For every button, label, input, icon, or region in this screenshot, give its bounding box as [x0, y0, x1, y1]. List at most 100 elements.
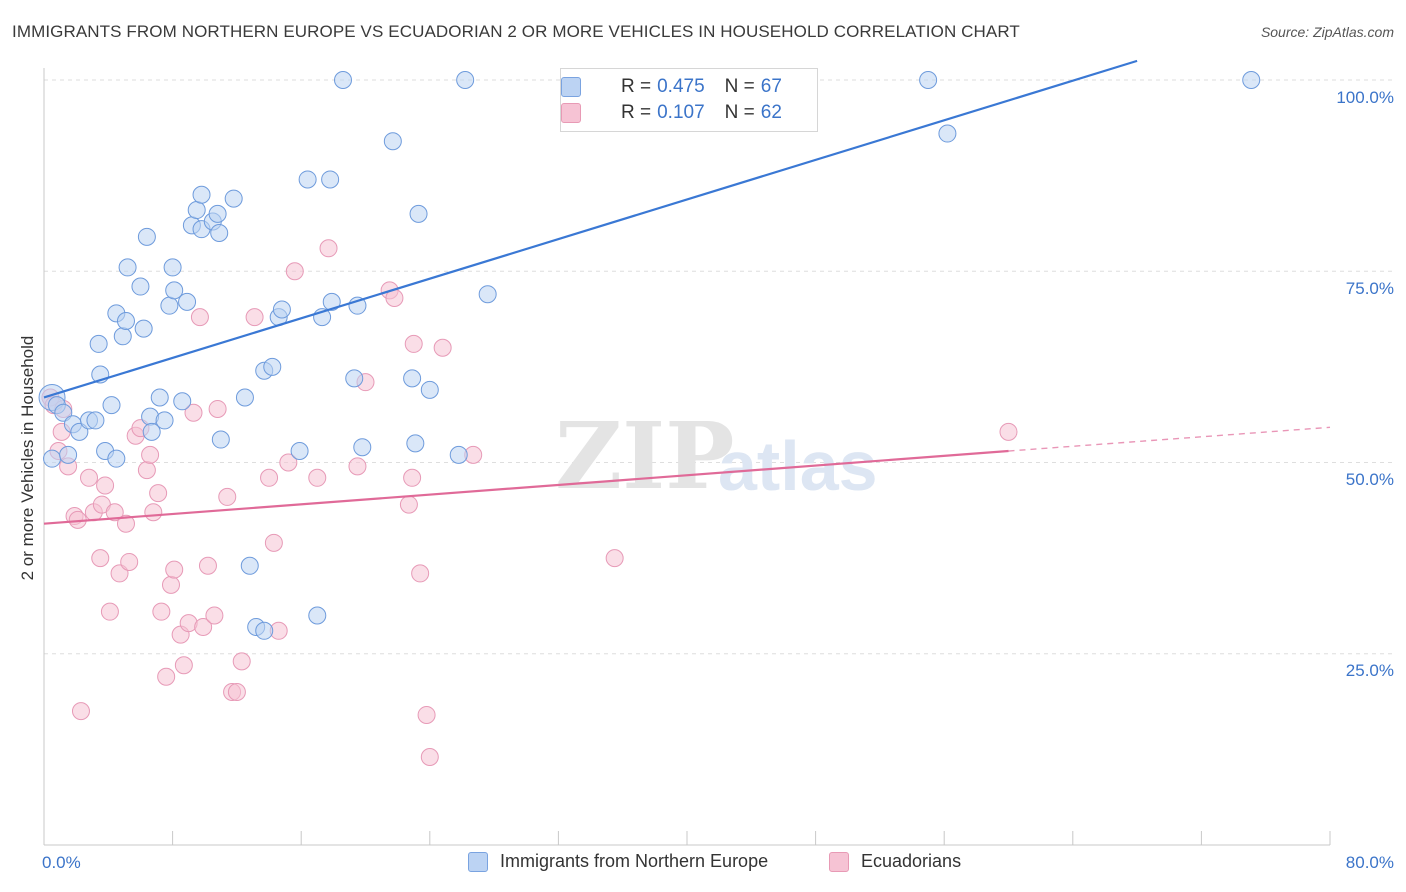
northern-europe-point: [406, 434, 425, 453]
ecuadorians-point: [420, 748, 439, 767]
northern-europe-point: [116, 311, 135, 330]
y-tick-25: 25.0%: [1345, 661, 1394, 680]
northern-europe-point: [137, 227, 156, 246]
northern-europe-point: [308, 606, 327, 625]
northern-europe-point: [1242, 71, 1261, 89]
legend-r-label: R =: [621, 76, 652, 97]
northern-europe-point: [456, 71, 475, 89]
northern-europe-point: [59, 445, 78, 464]
ecuadorians-point: [319, 239, 338, 258]
ecuadorians-point: [279, 453, 298, 472]
northern-europe-point: [255, 621, 274, 640]
northern-europe-point: [150, 388, 169, 407]
northern-europe-point: [240, 556, 259, 575]
ecuadorians-point: [80, 468, 99, 487]
northern-europe-point: [54, 403, 73, 422]
ecuadorians-trend-line: [43, 449, 1009, 525]
northern-europe-points: [38, 71, 1261, 640]
ecuadorians-point: [403, 468, 422, 487]
northern-europe-point: [322, 292, 341, 311]
ecuadorians-point: [116, 514, 135, 533]
northern-europe-point: [938, 124, 957, 143]
ecuadorians-point: [91, 549, 110, 568]
northern-europe-point: [134, 319, 153, 338]
ecuadorians-point: [120, 552, 139, 571]
x-tick-min: 0.0%: [42, 853, 81, 872]
northern-europe-point: [235, 388, 254, 407]
northern-europe-point: [113, 327, 132, 346]
northern-europe-trend-line: [43, 59, 1138, 399]
northern-europe-point: [449, 445, 468, 464]
legend-row-ecuadorians: R = 0.107 N = 62: [561, 101, 782, 125]
ecuadorians-point: [404, 334, 423, 353]
ecuadorians-point: [165, 560, 184, 579]
series-legend-label: Ecuadorians: [861, 851, 962, 871]
y-axis-label: 2 or more Vehicles in Household: [18, 335, 37, 581]
ecuadorians-point: [411, 564, 430, 583]
legend-swatch-pink: [561, 103, 581, 123]
legend-r-label: R =: [621, 102, 652, 123]
source-credit: Source: ZipAtlas.com: [1260, 24, 1394, 40]
northern-europe-point: [919, 71, 938, 89]
ecuadorians-point: [245, 308, 264, 327]
northern-europe-point: [43, 449, 62, 468]
northern-europe-point: [403, 369, 422, 388]
ecuadorians-point: [105, 503, 124, 522]
northern-europe-point: [208, 204, 227, 223]
ecuadorians-point: [71, 702, 90, 721]
watermark: ZIPatlas: [555, 402, 878, 510]
northern-europe-point: [333, 71, 352, 89]
northern-europe-point: [263, 357, 282, 376]
northern-europe-point: [272, 300, 291, 319]
northern-europe-point: [165, 281, 184, 300]
legend-r-value: 0.107: [657, 102, 705, 123]
ecuadorians-point: [417, 705, 436, 724]
northern-europe-point: [102, 396, 121, 415]
northern-europe-point: [86, 411, 105, 430]
northern-europe-point: [211, 430, 230, 449]
legend-n-label: N =: [724, 76, 755, 97]
northern-europe-point: [131, 277, 150, 296]
northern-europe-point: [409, 204, 428, 223]
ecuadorians-point: [149, 484, 168, 503]
ecuadorians-point: [137, 461, 156, 480]
northern-europe-point: [224, 189, 243, 208]
northern-europe-point: [187, 201, 206, 220]
northern-europe-point: [345, 369, 364, 388]
northern-europe-point: [178, 292, 197, 311]
ecuadorians-point: [260, 468, 279, 487]
ecuadorians-point: [605, 549, 624, 568]
ecuadorians-point: [198, 556, 217, 575]
ecuadorians-point: [308, 468, 327, 487]
ecuadorians-point: [144, 503, 163, 522]
ecuadorians-point: [110, 564, 129, 583]
stats-legend: R = 0.475 N = 67 R = 0.107 N = 62: [560, 68, 818, 132]
ecuadorians-point: [205, 606, 224, 625]
northern-europe-point: [107, 449, 126, 468]
y-tick-75: 75.0%: [1345, 279, 1394, 298]
series-legend: Immigrants from Northern Europe Ecuadori…: [0, 851, 1406, 877]
trend-lines: [43, 59, 1331, 525]
legend-r-value: 0.475: [657, 76, 705, 97]
series-legend-northern-europe: Immigrants from Northern Europe: [468, 851, 768, 872]
northern-europe-point: [89, 334, 108, 353]
northern-europe-point: [353, 438, 372, 457]
northern-europe-point: [383, 132, 402, 151]
x-tick-max: 80.0%: [1345, 853, 1394, 872]
northern-europe-point: [70, 422, 89, 441]
northern-europe-point: [210, 224, 229, 242]
ecuadorians-point: [433, 338, 452, 357]
northern-europe-point: [160, 296, 179, 315]
legend-swatch-blue: [561, 77, 581, 97]
chart-title: IMMIGRANTS FROM NORTHERN EUROPE VS ECUAD…: [12, 22, 1020, 41]
ecuadorians-point: [285, 262, 304, 281]
ecuadorians-point: [218, 487, 237, 506]
legend-row-northern-europe: R = 0.475 N = 67: [561, 75, 782, 99]
legend-n-value: 67: [760, 76, 782, 97]
ecuadorians-point: [174, 656, 193, 675]
northern-europe-point: [192, 185, 211, 204]
series-legend-ecuadorians: Ecuadorians: [829, 851, 961, 872]
northern-europe-point: [163, 258, 182, 277]
ecuadorians-point: [96, 476, 115, 495]
northern-europe-point: [420, 380, 439, 399]
